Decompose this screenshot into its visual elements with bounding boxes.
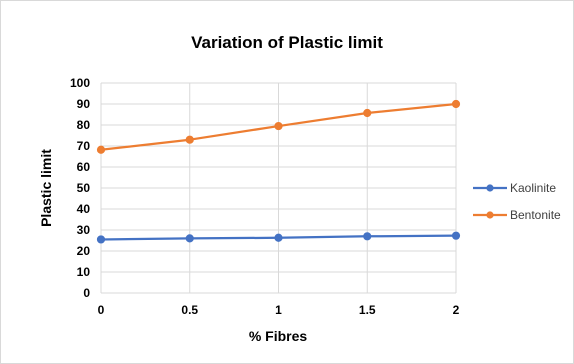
bentonite-legend-label: Bentonite <box>510 208 561 222</box>
gridlines <box>100 82 457 294</box>
chart-title: Variation of Plastic limit <box>191 33 383 52</box>
legend: Kaolinite Bentonite <box>473 181 561 222</box>
bentonite-data-point <box>451 99 461 109</box>
kaolinite-legend-marker <box>486 184 494 192</box>
bentonite-data-point <box>96 145 106 154</box>
x-tick-label: 0 <box>98 303 105 317</box>
kaolinite-data-point <box>96 235 106 244</box>
kaolinite-legend-label: Kaolinite <box>510 181 556 195</box>
y-tick-label: 30 <box>77 223 91 237</box>
bentonite-legend-marker <box>486 211 494 219</box>
y-tick-label: 60 <box>77 160 91 174</box>
series-layer <box>96 99 461 244</box>
y-tick-label: 80 <box>77 118 91 132</box>
x-axis-tick-labels: 0 0.5 1 1.5 2 <box>98 303 460 317</box>
x-axis-title: % Fibres <box>249 328 308 344</box>
kaolinite-data-point <box>363 232 372 241</box>
kaolinite-data-point <box>185 234 194 243</box>
x-tick-label: 0.5 <box>181 303 198 317</box>
bentonite-data-point <box>274 121 283 131</box>
y-tick-label: 10 <box>77 265 91 279</box>
y-tick-label: 20 <box>77 244 91 258</box>
x-tick-label: 1.5 <box>359 303 376 317</box>
kaolinite-data-point <box>274 233 283 242</box>
bentonite-data-point <box>185 135 194 144</box>
y-tick-label: 70 <box>77 139 91 153</box>
y-axis-title: Plastic limit <box>38 149 54 227</box>
y-tick-label: 0 <box>83 286 90 300</box>
x-tick-label: 1 <box>275 303 282 317</box>
kaolinite-data-point <box>451 231 461 240</box>
y-tick-label: 100 <box>70 76 90 90</box>
x-tick-label: 2 <box>453 303 460 317</box>
y-tick-label: 90 <box>77 97 91 111</box>
bentonite-data-point <box>363 108 372 118</box>
y-tick-label: 40 <box>77 202 91 216</box>
y-axis-tick-labels: 0 10 20 30 40 50 60 70 80 90 100 <box>70 76 90 300</box>
y-tick-label: 50 <box>77 181 91 195</box>
